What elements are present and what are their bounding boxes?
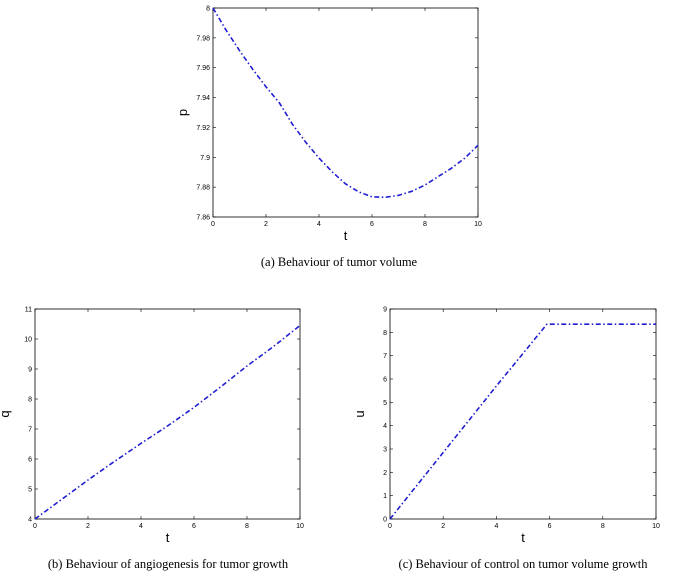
y-tick-label: 2 [383, 470, 387, 477]
y-tick-label: 6 [28, 457, 32, 464]
y-tick-label: 9 [383, 307, 387, 314]
y-tick-label: 8 [28, 397, 32, 404]
series-line [212, 7, 479, 199]
x-tick-label: 8 [423, 221, 427, 228]
x-tick-label: 2 [86, 523, 90, 530]
caption: (c) Behaviour of control on tumor volume… [399, 557, 649, 571]
plot-frame [389, 308, 657, 520]
x-tick-label: 4 [494, 523, 498, 530]
x-tick-label: 0 [33, 523, 37, 530]
y-tick-label: 7.94 [196, 95, 210, 102]
y-tick-label: 7.86 [196, 215, 210, 222]
y-tick-label: 7 [383, 353, 387, 360]
x-tick-label: 10 [474, 221, 482, 228]
chart-tumor-volume: 0 2 4 6 8 10 7.86 7.88 7.9 7.92 7.94 7.96 7.98 8 t p (a)… [175, 6, 482, 270]
chart-angiogenesis: 0 2 4 6 8 10 4 5 6 7 8 9 10 11 t q (b) Behaviour of angi… [0, 307, 304, 572]
y-tick-label: 1 [383, 493, 387, 500]
x-tick-label: 2 [264, 221, 268, 228]
y-tick-label: 4 [28, 517, 32, 524]
y-tick-label: 7.9 [200, 155, 210, 162]
x-tick-label: 8 [601, 523, 605, 530]
x-tick-label: 6 [548, 523, 552, 530]
x-axis-label: t [521, 530, 525, 545]
x-tick-label: 10 [296, 523, 304, 530]
y-tick-label: 5 [28, 487, 32, 494]
x-axis-label: t [166, 530, 170, 545]
plot-frame [212, 7, 479, 218]
y-tick-label: 7 [28, 427, 32, 434]
x-tick-label: 2 [441, 523, 445, 530]
series-line [34, 324, 301, 520]
y-axis-label: q [0, 410, 12, 417]
plot-frame [34, 308, 301, 520]
series-line [389, 323, 656, 520]
y-tick-label: 5 [383, 400, 387, 407]
x-axis-label: t [344, 228, 348, 243]
x-tick-label: 0 [388, 523, 392, 530]
caption: (b) Behaviour of angiogenesis for tumor … [48, 557, 289, 571]
y-tick-label: 10 [24, 337, 32, 344]
y-tick-label: 9 [28, 367, 32, 374]
x-tick-label: 0 [211, 221, 215, 228]
y-tick-label: 3 [383, 447, 387, 454]
chart-control: 0 2 4 6 8 10 0 1 2 3 4 5 6 7 8 9 t u (c) Behaviour of cont… [352, 307, 660, 572]
x-tick-label: 6 [192, 523, 196, 530]
y-tick-label: 7.92 [196, 125, 210, 132]
y-tick-label: 0 [383, 517, 387, 524]
x-tick-label: 6 [370, 221, 374, 228]
x-tick-label: 4 [317, 221, 321, 228]
y-tick-label: 6 [383, 377, 387, 384]
y-axis-label: u [352, 410, 367, 417]
caption: (a) Behaviour of tumor volume [261, 255, 418, 269]
x-tick-label: 4 [139, 523, 143, 530]
y-tick-label: 7.88 [196, 185, 210, 192]
y-tick-label: 7.96 [196, 65, 210, 72]
y-axis-label: p [175, 109, 190, 116]
x-tick-label: 8 [245, 523, 249, 530]
y-tick-label: 8 [383, 330, 387, 337]
y-tick-label: 4 [383, 423, 387, 430]
y-tick-label: 11 [25, 307, 32, 314]
y-tick-label: 8 [206, 6, 210, 13]
x-tick-label: 10 [652, 523, 660, 530]
y-tick-label: 7.98 [196, 35, 210, 42]
